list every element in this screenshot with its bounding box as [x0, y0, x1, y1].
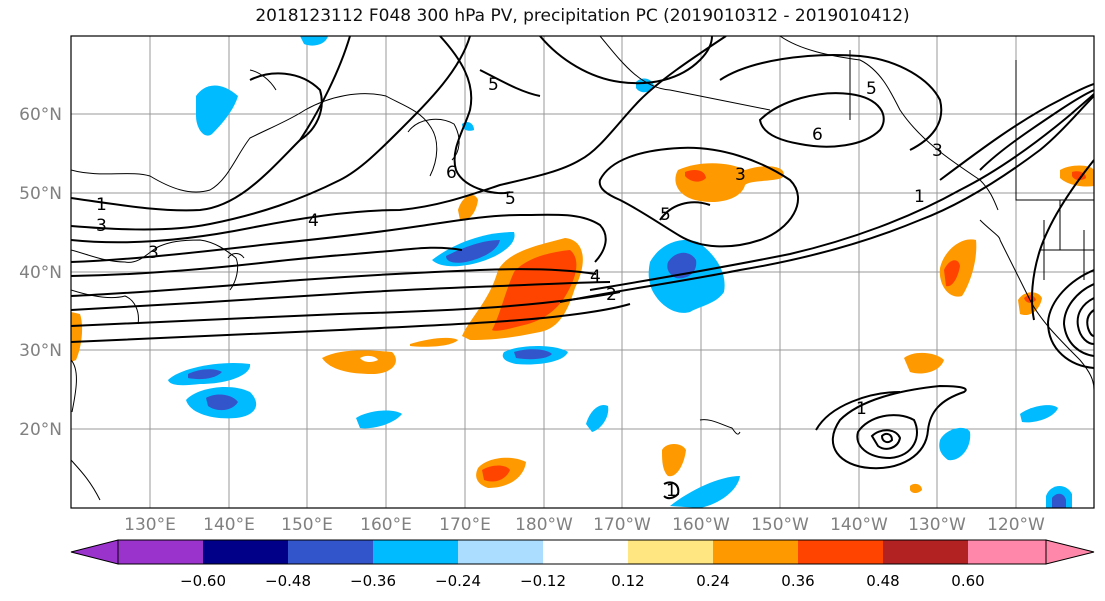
- colorbar-tick: −0.60: [180, 572, 226, 590]
- lat-axis: 60°N 50°N 40°N 30°N 20°N: [19, 105, 62, 440]
- lon-label: 130°E: [124, 515, 176, 535]
- colorbar-tick: 0.48: [866, 572, 899, 590]
- colorbar-segment: [968, 540, 1046, 564]
- colorbar-segment: [203, 540, 288, 564]
- lon-label: 140°E: [203, 515, 255, 535]
- contour-labels: 1 3 4 5 6 5 6 5 5 3 3 4 2 1 1 1 3: [96, 75, 943, 501]
- contour-label: 1: [856, 399, 867, 419]
- colorbar-tick: 0.12: [611, 572, 644, 590]
- precip-shading: [71, 36, 1094, 508]
- contour-label: 3: [735, 165, 746, 185]
- lat-label: 50°N: [19, 184, 62, 204]
- lon-label: 120°W: [987, 515, 1045, 535]
- lon-axis: 130°E 140°E 150°E 160°E 170°E 180°W 170°…: [124, 515, 1045, 535]
- colorbar-segment: [628, 540, 713, 564]
- lon-label: 170°E: [439, 515, 491, 535]
- contour-label: 4: [308, 211, 319, 231]
- colorbar-segment: [288, 540, 373, 564]
- colorbar-segment: [543, 540, 628, 564]
- colorbar-segment: [118, 540, 203, 564]
- colorbar-tick: 0.60: [951, 572, 984, 590]
- lat-label: 20°N: [19, 420, 62, 440]
- pv-contours: [71, 36, 1094, 500]
- colorbar-segment: [798, 540, 883, 564]
- contour-label: 1: [914, 187, 925, 207]
- contour-label: 2: [606, 285, 617, 305]
- lat-label: 60°N: [19, 105, 62, 125]
- colorbar-tick: 0.24: [696, 572, 729, 590]
- lon-label: 150°E: [281, 515, 333, 535]
- colorbar-segment: [713, 540, 798, 564]
- contour-label: 5: [866, 79, 877, 99]
- chart-title: 2018123112 F048 300 hPa PV, precipitatio…: [255, 6, 910, 26]
- colorbar-tick: −0.24: [435, 572, 481, 590]
- lon-label: 150°W: [751, 515, 809, 535]
- lat-label: 40°N: [19, 263, 62, 283]
- colorbar-tick: −0.48: [265, 572, 311, 590]
- colorbar-segment: [458, 540, 543, 564]
- lon-label: 130°W: [908, 515, 966, 535]
- colorbar-tick: −0.12: [520, 572, 566, 590]
- contour-label: 6: [446, 163, 457, 183]
- lon-label: 180°W: [515, 515, 573, 535]
- contour-label: 5: [488, 75, 499, 95]
- contour-label: 1: [666, 481, 677, 501]
- contour-label: 4: [590, 267, 601, 287]
- colorbar-extend-high: [1045, 539, 1095, 565]
- contour-label: 6: [812, 125, 823, 145]
- colorbar-segment: [883, 540, 968, 564]
- map-frame: [70, 35, 1095, 509]
- colorbar-extend-low: [70, 539, 119, 565]
- contour-label: 5: [505, 189, 516, 209]
- colorbar-tick: −0.36: [350, 572, 396, 590]
- lon-label: 160°W: [672, 515, 730, 535]
- colorbar: [70, 539, 1095, 565]
- colorbar-ticks: −0.60 −0.48 −0.36 −0.24 −0.12 0.12 0.24 …: [180, 572, 985, 590]
- lon-label: 140°W: [830, 515, 888, 535]
- contour-label: 5: [660, 205, 671, 225]
- colorbar-tick: 0.36: [781, 572, 814, 590]
- colorbar-segment: [373, 540, 458, 564]
- contour-label: 3: [932, 141, 943, 161]
- contour-label: 1: [96, 195, 107, 215]
- contour-label: 3: [96, 216, 107, 236]
- contour-label: 3: [148, 243, 159, 263]
- lon-label: 160°E: [360, 515, 412, 535]
- lat-label: 30°N: [19, 341, 62, 361]
- lon-label: 170°W: [593, 515, 651, 535]
